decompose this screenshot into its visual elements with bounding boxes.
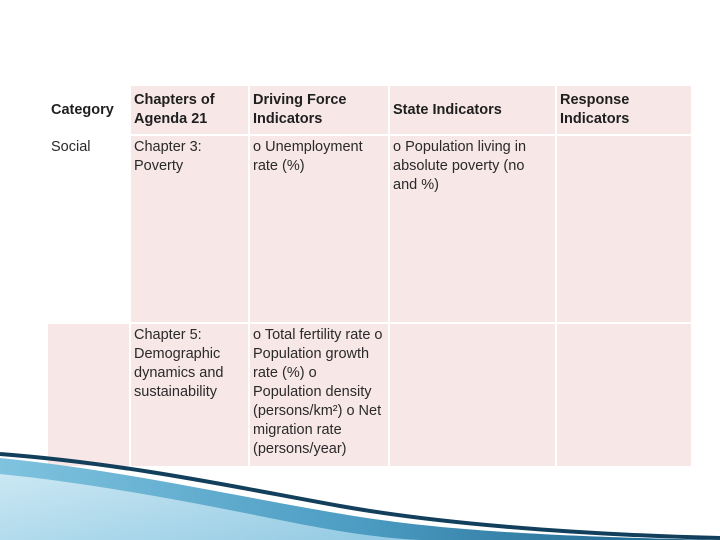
cell-chapter: Chapter 5: Demographic dynamics and sust… bbox=[129, 322, 250, 468]
cell-chapter: Chapter 3: Poverty bbox=[129, 134, 250, 324]
cell-category bbox=[46, 322, 131, 468]
header-response: Response Indicators bbox=[555, 84, 693, 136]
cell-response bbox=[555, 322, 693, 468]
cell-state bbox=[388, 322, 557, 468]
wave-dark-line bbox=[0, 452, 720, 540]
decorative-wave-graphic bbox=[0, 452, 720, 540]
header-driving-force: Driving Force Indicators bbox=[248, 84, 390, 136]
table-row: Chapter 5: Demographic dynamics and sust… bbox=[46, 322, 693, 468]
header-state: State Indicators bbox=[388, 84, 557, 136]
cell-driving-force: o Total fertility rate o Population grow… bbox=[248, 322, 390, 468]
cell-response bbox=[555, 134, 693, 324]
cell-driving-force: o Unemployment rate (%) bbox=[248, 134, 390, 324]
wave-light-band bbox=[0, 474, 420, 540]
cell-category: Social bbox=[46, 134, 131, 324]
header-category: Category bbox=[46, 84, 131, 136]
cell-state: o Population living in absolute poverty … bbox=[388, 134, 557, 324]
table-header-row: Category Chapters of Agenda 21 Driving F… bbox=[46, 84, 693, 136]
indicators-table: Category Chapters of Agenda 21 Driving F… bbox=[46, 84, 693, 468]
header-chapters: Chapters of Agenda 21 bbox=[129, 84, 250, 136]
table-row: Social Chapter 3: Poverty o Unemployment… bbox=[46, 134, 693, 324]
